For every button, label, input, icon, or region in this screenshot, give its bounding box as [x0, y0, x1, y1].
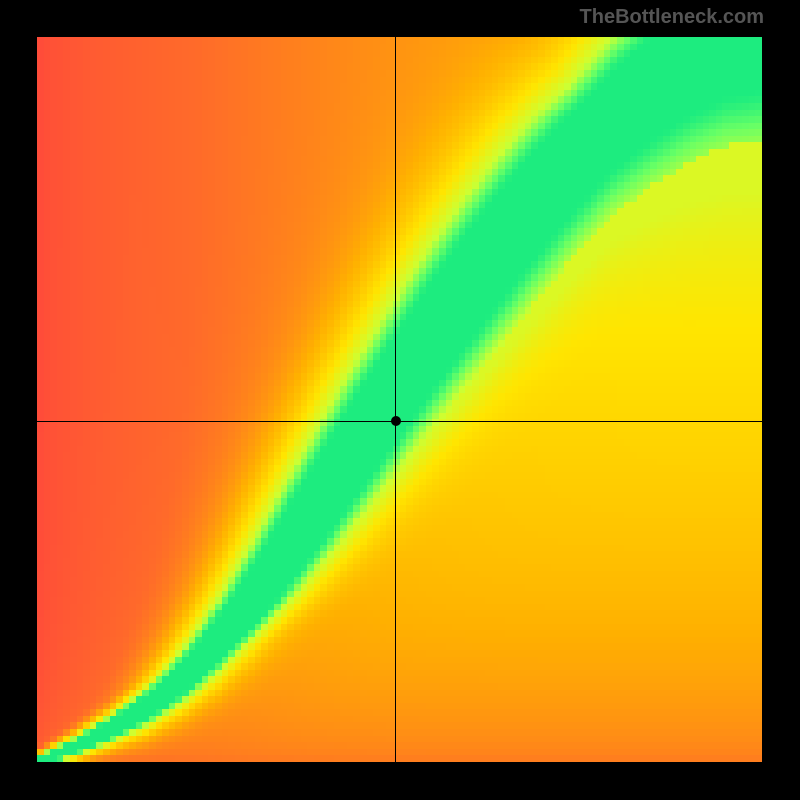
watermark-text: TheBottleneck.com: [580, 6, 764, 29]
crosshair-marker: [391, 416, 401, 426]
heatmap-canvas: [37, 37, 762, 762]
crosshair-vertical: [395, 37, 396, 762]
plot-area: [37, 37, 762, 762]
